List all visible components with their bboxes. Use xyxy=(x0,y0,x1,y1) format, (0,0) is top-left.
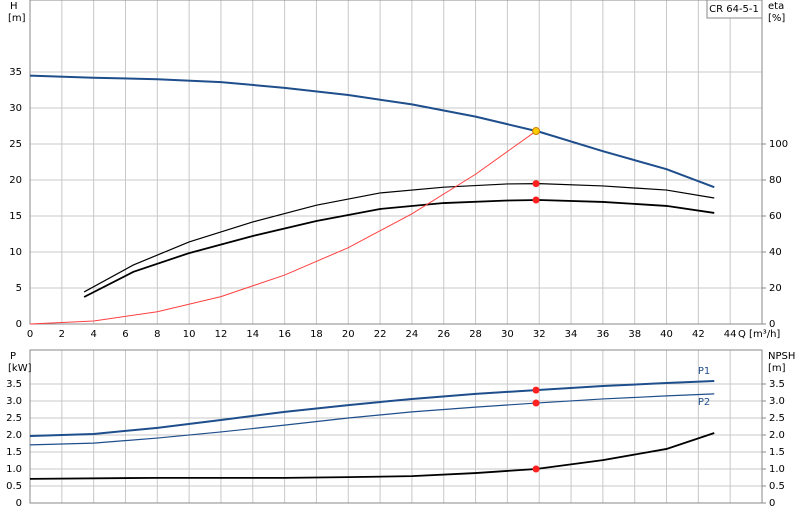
x-tick-label: 12 xyxy=(215,329,228,340)
curve xyxy=(29,130,537,325)
x-tick-label: 24 xyxy=(406,329,419,340)
y-tick-label: 30 xyxy=(9,103,22,114)
x-tick-label: 42 xyxy=(692,329,705,340)
x-tick-label: 30 xyxy=(501,329,514,340)
x-tick-label: 38 xyxy=(628,329,641,340)
y-tick-label: 20 xyxy=(9,175,22,186)
duty-point xyxy=(532,399,540,407)
y-tick-label: 35 xyxy=(9,67,22,78)
y-tick-label: 10 xyxy=(9,247,22,258)
x-tick-label: 28 xyxy=(469,329,482,340)
y2-tick-label: 0.5 xyxy=(769,481,785,492)
x-tick-label: 18 xyxy=(310,329,323,340)
y-axis-unit: [kW] xyxy=(8,363,32,374)
x-tick-label: 22 xyxy=(374,329,387,340)
y-tick-label: 15 xyxy=(9,211,22,222)
x-axis-title: Q [m³/h] xyxy=(738,329,780,340)
y-tick-label: 1.5 xyxy=(6,447,22,458)
plot-area xyxy=(29,349,763,504)
x-tick-label: 32 xyxy=(533,329,546,340)
y2-axis-title: eta xyxy=(768,1,784,12)
y2-axis-unit: [%] xyxy=(768,13,785,24)
y-tick-label: 2.5 xyxy=(6,413,22,424)
curve xyxy=(29,379,715,438)
y-tick-label: 25 xyxy=(9,139,22,150)
x-tick-label: 6 xyxy=(122,329,128,340)
y2-axis-unit: [m] xyxy=(768,363,786,374)
curve-label: P1 xyxy=(698,366,710,377)
plot-frame xyxy=(29,349,763,504)
y2-axis-title: NPSH xyxy=(768,351,795,362)
plot-frame xyxy=(29,0,763,325)
x-tick-label: 10 xyxy=(183,329,196,340)
x-tick-label: 8 xyxy=(154,329,160,340)
y2-tick-label: 3.5 xyxy=(769,379,785,390)
x-tick-label: 2 xyxy=(59,329,65,340)
curve-label: P2 xyxy=(698,397,710,408)
y2-tick-label: 0 xyxy=(769,319,775,330)
y2-tick-label: 2.5 xyxy=(769,413,785,424)
y2-tick-label: 1.0 xyxy=(769,464,785,475)
duty-point xyxy=(532,196,540,204)
y-tick-label: 3.5 xyxy=(6,379,22,390)
y-tick-label: 1.0 xyxy=(6,464,22,475)
x-tick-label: 40 xyxy=(660,329,673,340)
model-label: CR 64-5-1 xyxy=(709,4,759,15)
y2-tick-label: 20 xyxy=(769,283,782,294)
y-tick-label: 0 xyxy=(16,498,22,509)
y-tick-label: 5 xyxy=(16,283,22,294)
y2-tick-label: 80 xyxy=(769,175,782,186)
y2-tick-label: 2.0 xyxy=(769,430,785,441)
x-tick-label: 14 xyxy=(246,329,259,340)
y2-tick-label: 1.5 xyxy=(769,447,785,458)
x-tick-label: 0 xyxy=(27,329,33,340)
y2-tick-label: 3.0 xyxy=(769,396,785,407)
x-tick-label: 44 xyxy=(724,329,737,340)
duty-point xyxy=(532,386,540,394)
y-axis-title: P xyxy=(10,351,16,362)
y2-tick-label: 100 xyxy=(769,139,788,150)
y-tick-label: 0.5 xyxy=(6,481,22,492)
y-axis-title: H xyxy=(10,1,18,12)
duty-point xyxy=(532,127,541,136)
x-tick-label: 20 xyxy=(342,329,355,340)
x-tick-label: 26 xyxy=(437,329,450,340)
y2-tick-label: 40 xyxy=(769,247,782,258)
x-tick-label: 4 xyxy=(90,329,96,340)
x-tick-label: 34 xyxy=(565,329,578,340)
plot-area xyxy=(29,0,763,325)
y-tick-label: 3.0 xyxy=(6,396,22,407)
curve xyxy=(29,432,715,480)
curve xyxy=(29,393,715,446)
y-tick-label: 0 xyxy=(16,319,22,330)
y2-tick-label: 0 xyxy=(769,498,775,509)
y-axis-unit: [m] xyxy=(8,13,26,24)
duty-point xyxy=(532,180,540,188)
curve xyxy=(83,199,715,298)
curve xyxy=(29,74,715,189)
y2-tick-label: 60 xyxy=(769,211,782,222)
duty-point xyxy=(532,465,540,473)
y-tick-label: 2.0 xyxy=(6,430,22,441)
x-tick-label: 16 xyxy=(278,329,291,340)
x-tick-label: 36 xyxy=(597,329,610,340)
model-box xyxy=(706,0,763,19)
curve xyxy=(83,182,715,293)
